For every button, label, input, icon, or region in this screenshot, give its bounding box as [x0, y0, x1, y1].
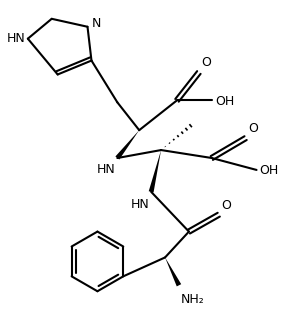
Text: O: O: [201, 56, 211, 69]
Polygon shape: [165, 257, 181, 286]
Text: NH₂: NH₂: [181, 293, 205, 306]
Text: OH: OH: [215, 95, 234, 108]
Text: O: O: [222, 199, 231, 212]
Text: N: N: [91, 17, 101, 30]
Text: OH: OH: [260, 164, 279, 177]
Text: HN: HN: [130, 198, 149, 211]
Text: HN: HN: [97, 163, 115, 176]
Text: HN: HN: [7, 32, 26, 45]
Text: O: O: [248, 122, 258, 135]
Polygon shape: [115, 130, 139, 160]
Polygon shape: [149, 150, 161, 192]
